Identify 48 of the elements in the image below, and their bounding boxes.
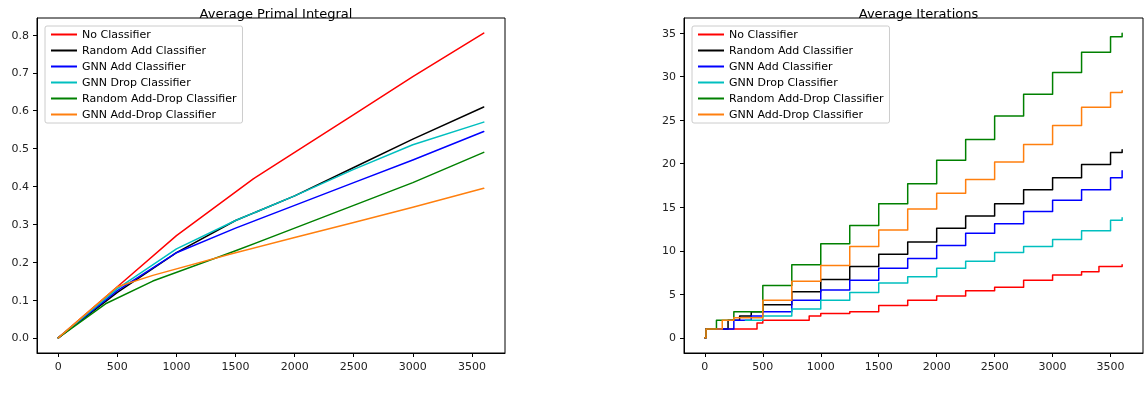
legend-label: GNN Drop Classifier xyxy=(729,76,839,89)
y-tick-label: 35 xyxy=(662,26,676,40)
x-tick-label: 500 xyxy=(106,360,128,373)
legend-label: Random Add Classifier xyxy=(729,44,854,57)
y-tick-label: 0.0 xyxy=(11,331,29,345)
x-tick-label: 3000 xyxy=(1038,360,1067,373)
legend-label: Random Add-Drop Classifier xyxy=(82,92,237,105)
x-tick-label: 2500 xyxy=(339,360,368,373)
y-tick-label: 30 xyxy=(662,70,676,84)
x-tick-label: 3500 xyxy=(457,360,486,373)
legend-label: GNN Drop Classifier xyxy=(82,76,192,89)
chart-title: Average Iterations xyxy=(858,6,979,21)
y-tick-label: 0.8 xyxy=(11,28,29,42)
x-tick-label: 500 xyxy=(752,360,774,373)
y-tick-label: 0.6 xyxy=(11,104,29,118)
x-tick-label: 3500 xyxy=(1096,360,1125,373)
y-tick-label: 25 xyxy=(662,113,676,127)
legend-label: Random Add Classifier xyxy=(82,44,207,57)
y-tick-label: 20 xyxy=(662,157,676,171)
y-tick-label: 10 xyxy=(662,244,676,258)
x-tick-label: 1000 xyxy=(162,360,191,373)
y-tick-label: 15 xyxy=(662,200,676,214)
x-tick-label: 2500 xyxy=(980,360,1009,373)
x-tick-label: 2000 xyxy=(280,360,309,373)
y-tick-label: 0.7 xyxy=(11,66,29,80)
legend-label: Random Add-Drop Classifier xyxy=(729,92,884,105)
y-tick-label: 5 xyxy=(669,287,676,301)
y-tick-label: 0.2 xyxy=(11,255,29,269)
legend-label: GNN Add Classifier xyxy=(82,60,186,73)
x-tick-label: 1500 xyxy=(864,360,893,373)
y-tick-label: 0.1 xyxy=(11,293,29,307)
line-series xyxy=(57,187,485,339)
legend-label: GNN Add Classifier xyxy=(729,60,833,73)
x-tick-label: 0 xyxy=(54,360,62,373)
legend-label: GNN Add-Drop Classifier xyxy=(82,108,217,121)
legend-label: No Classifier xyxy=(82,28,152,41)
x-tick-label: 3000 xyxy=(398,360,427,373)
y-tick-label: 0.5 xyxy=(11,142,29,156)
y-tick-label: 0.4 xyxy=(11,179,29,193)
x-tick-label: 1000 xyxy=(806,360,835,373)
x-tick-label: 1500 xyxy=(221,360,250,373)
chart-title: Average Primal Integral xyxy=(199,6,353,21)
legend-label: No Classifier xyxy=(729,28,799,41)
y-tick-label: 0.3 xyxy=(11,217,29,231)
y-tick-label: 0 xyxy=(669,331,676,345)
x-tick-label: 0 xyxy=(701,360,709,373)
x-tick-label: 2000 xyxy=(922,360,951,373)
legend-label: GNN Add-Drop Classifier xyxy=(729,108,864,121)
